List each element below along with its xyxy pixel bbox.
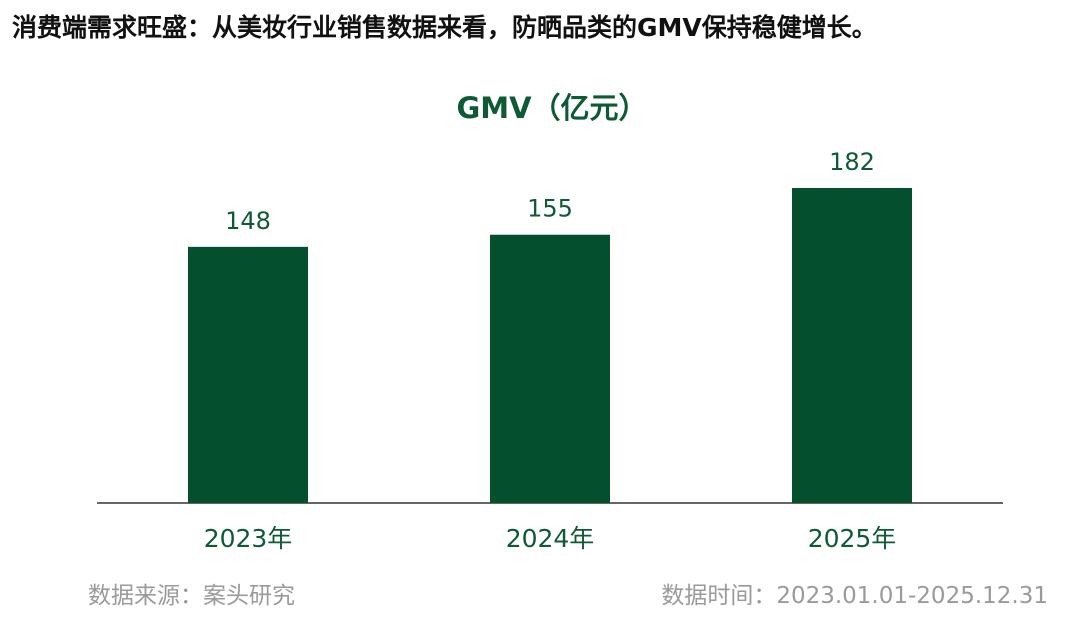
data-label-3: 182 — [829, 148, 875, 176]
x-tick-label-3: 2025年 — [808, 524, 897, 553]
chart-title: GMV（亿元） — [456, 91, 648, 125]
headline: 消费端需求旺盛：从美妆行业销售数据来看，防晒品类的GMV保持稳健增长。 — [12, 13, 877, 42]
x-tick-label-2: 2024年 — [506, 524, 595, 553]
bar-3 — [792, 188, 912, 503]
data-label-1: 148 — [225, 207, 271, 235]
x-tick-label-1: 2023年 — [204, 524, 293, 553]
data-label-2: 155 — [527, 195, 573, 223]
bar-1 — [188, 246, 308, 503]
data-period: 数据时间：2023.01.01-2025.12.31 — [661, 583, 1048, 609]
bar-2 — [490, 234, 610, 503]
data-source: 数据来源：案头研究 — [88, 583, 295, 609]
